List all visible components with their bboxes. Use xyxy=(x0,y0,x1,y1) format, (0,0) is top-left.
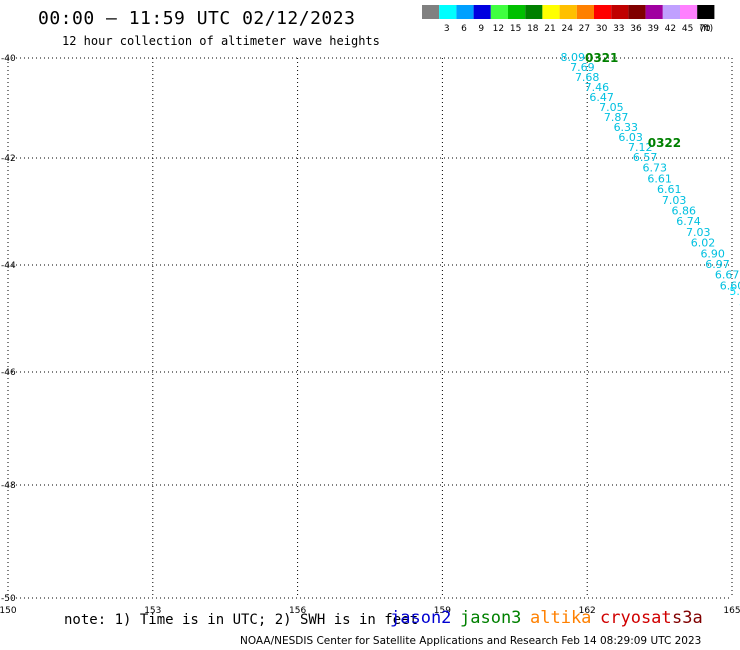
satellite-legend-cryosat: cryosat xyxy=(600,608,672,628)
wave-height-label: 7.69 xyxy=(570,61,595,74)
x-tick-label: 156 xyxy=(289,606,306,616)
wave-height-label: 7.12 xyxy=(628,141,653,154)
colorbar-swatch xyxy=(422,5,440,19)
wave-height-label: 6.47 xyxy=(589,91,614,104)
colorbar-swatch xyxy=(490,5,508,19)
x-tick-label: 150 xyxy=(0,606,17,616)
wave-height-label: 6.86 xyxy=(671,205,696,218)
colorbar-tick-label: 9 xyxy=(478,24,484,34)
colorbar-swatch xyxy=(508,5,526,19)
colorbar-swatch xyxy=(645,5,663,19)
y-tick-label: -48 xyxy=(1,481,16,491)
x-tick-label: 153 xyxy=(144,606,161,616)
chart-title: 00:00 – 11:59 UTC 02/12/2023 xyxy=(38,8,356,29)
wave-height-label: 6.02 xyxy=(691,237,716,250)
pass-time-label: 0322 xyxy=(648,136,681,150)
grid xyxy=(7,57,733,599)
chart-subtitle: 12 hour collection of altimeter wave hei… xyxy=(62,34,380,48)
satellite-legend-jason2: jason2 xyxy=(390,608,452,628)
colorbar-tick-label: 45 xyxy=(682,24,693,34)
wave-height-label: 6.61 xyxy=(647,172,672,185)
colorbar-tick-label: 36 xyxy=(630,24,642,34)
wave-height-label: 5.53 xyxy=(729,285,740,298)
y-tick-label: -46 xyxy=(1,368,16,378)
colorbar-swatch xyxy=(439,5,457,19)
wave-height-label: 6.61 xyxy=(657,183,682,196)
colorbar-swatch xyxy=(697,5,715,19)
wave-height-label: 7.03 xyxy=(686,226,711,239)
wave-height-label: 7.46 xyxy=(585,81,610,94)
satellite-legend-s3a: s3a xyxy=(672,608,703,628)
y-tick-label: -44 xyxy=(1,261,16,271)
wave-height-label: 6.74 xyxy=(676,215,701,228)
y-tick-label: -42 xyxy=(1,154,16,164)
color-legend: 3 6 9 12 15 18 21 24 27 30 33 36 39 42 45 70(ft) xyxy=(422,5,715,34)
colorbar-swatch xyxy=(628,5,646,19)
colorbar-tick-label: 6 xyxy=(461,24,467,34)
y-tick-label: -50 xyxy=(1,594,16,604)
colorbar-swatch xyxy=(576,5,594,19)
colorbar-tick-label: 42 xyxy=(665,24,676,34)
footer-note: note: 1) Time is in UTC; 2) SWH is in fe… xyxy=(64,612,419,628)
wave-height-label: 7.87 xyxy=(604,111,629,124)
colorbar-swatch xyxy=(559,5,577,19)
wave-height-label: 6.57 xyxy=(633,151,658,164)
colorbar-tick-label: 27 xyxy=(579,24,590,34)
colorbar-tick-label: 39 xyxy=(647,24,659,34)
colorbar-tick-label: 21 xyxy=(544,24,555,34)
colorbar-tick-label: 12 xyxy=(493,24,504,34)
wave-height-label: 7.05 xyxy=(599,101,624,114)
credit-line: NOAA/NESDIS Center for Satellite Applica… xyxy=(240,635,702,647)
colorbar-swatch xyxy=(680,5,698,19)
wave-height-label: 7.03 xyxy=(662,194,687,207)
colorbar-tick-label: 70 xyxy=(699,24,711,34)
colorbar-tick-label: 15 xyxy=(510,24,521,34)
wave-height-label: 6.73 xyxy=(643,162,668,175)
x-tick-label: 162 xyxy=(579,606,596,616)
wave-height-label: 8.09 xyxy=(560,51,585,64)
colorbar-tick-label: 33 xyxy=(613,24,624,34)
satellite-legend-altika: altika xyxy=(530,608,592,628)
wave-height-label: 6.67 xyxy=(715,269,740,282)
wave-height-label: 6.60 xyxy=(720,279,740,292)
wave-height-label: 7.68 xyxy=(575,71,600,84)
colorbar-unit-label: (ft) xyxy=(700,24,714,34)
satellite-legend-jason3: jason3 xyxy=(460,608,522,628)
colorbar-swatch xyxy=(611,5,629,19)
wave-height-label: 6.97 xyxy=(705,258,730,271)
colorbar-swatch xyxy=(594,5,612,19)
colorbar-tick-label: 18 xyxy=(527,24,539,34)
colorbar-tick-label: 24 xyxy=(561,24,573,34)
x-tick-label: 159 xyxy=(434,606,451,616)
colorbar-swatch xyxy=(456,5,474,19)
pass-time-label: 0321 xyxy=(585,51,618,65)
colorbar-swatch xyxy=(525,5,543,19)
colorbar-tick-label: 30 xyxy=(596,24,608,34)
colorbar-swatch xyxy=(542,5,560,19)
wave-height-label: 6.90 xyxy=(700,247,725,260)
wave-height-label: 6.33 xyxy=(614,121,639,134)
x-tick-label: 165 xyxy=(723,606,740,616)
colorbar-swatch xyxy=(473,5,491,19)
colorbar-tick-label: 3 xyxy=(444,24,450,34)
colorbar-swatch xyxy=(662,5,680,19)
y-tick-label: -40 xyxy=(1,54,16,64)
wave-height-label: 6.03 xyxy=(618,131,643,144)
